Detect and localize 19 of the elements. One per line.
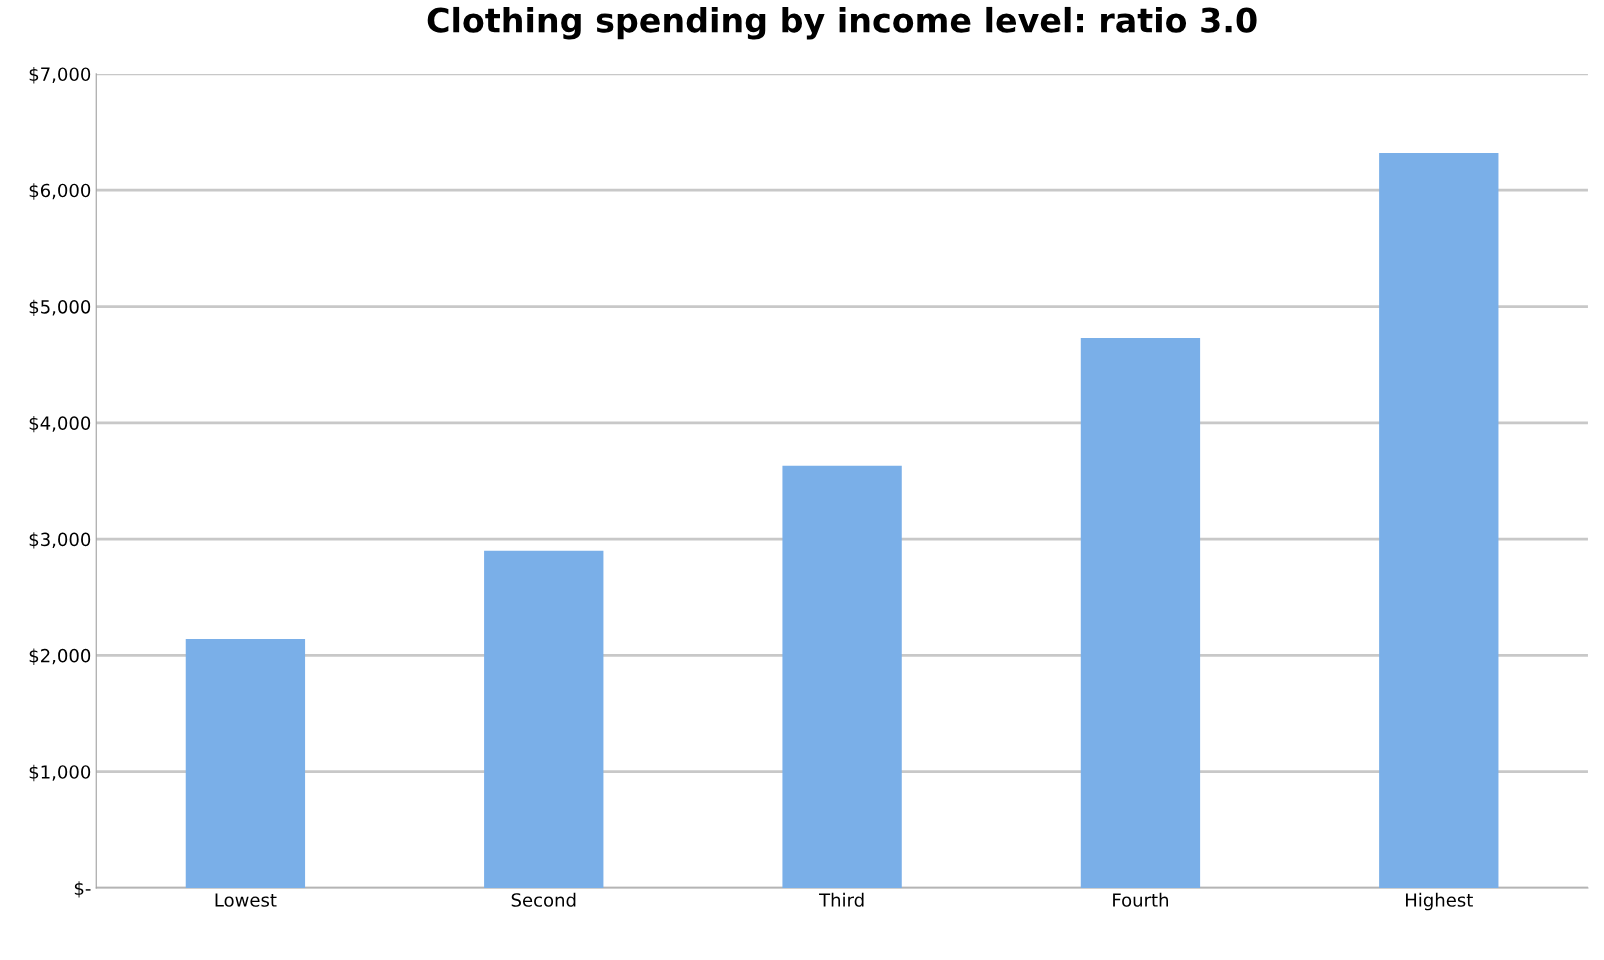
y-tick-label: $5,000 [29,299,91,317]
bar [185,639,306,888]
y-tick-label: $2,000 [29,648,91,665]
bar [1379,153,1499,888]
x-tick-label: Highest [1406,892,1473,911]
chart-title: Clothing spending by income level: ratio 3.0 [427,6,1257,40]
bar [1080,337,1201,888]
y-tick-label: $6,000 [29,183,91,200]
bar [484,550,604,888]
y-tick-label: $4,000 [29,415,91,433]
y-tick-label: $- [74,881,91,898]
y-tick-label: $3,000 [29,532,91,549]
bar [782,465,902,888]
x-tick-label: Lowest [215,893,277,907]
y-tick-label: $1,000 [29,764,91,782]
x-tick-label: Fourth [1113,892,1168,907]
x-tick-label: Third [819,892,864,907]
y-tick-label: $7,000 [29,67,91,84]
x-tick-label: Second [511,892,576,907]
